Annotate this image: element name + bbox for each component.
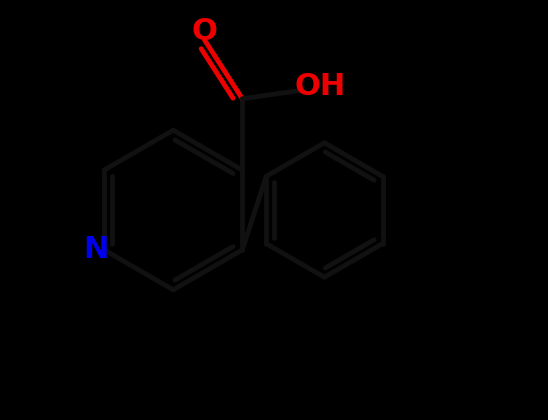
Text: N: N	[83, 235, 109, 265]
Text: O: O	[192, 17, 218, 46]
Text: OH: OH	[294, 71, 346, 101]
